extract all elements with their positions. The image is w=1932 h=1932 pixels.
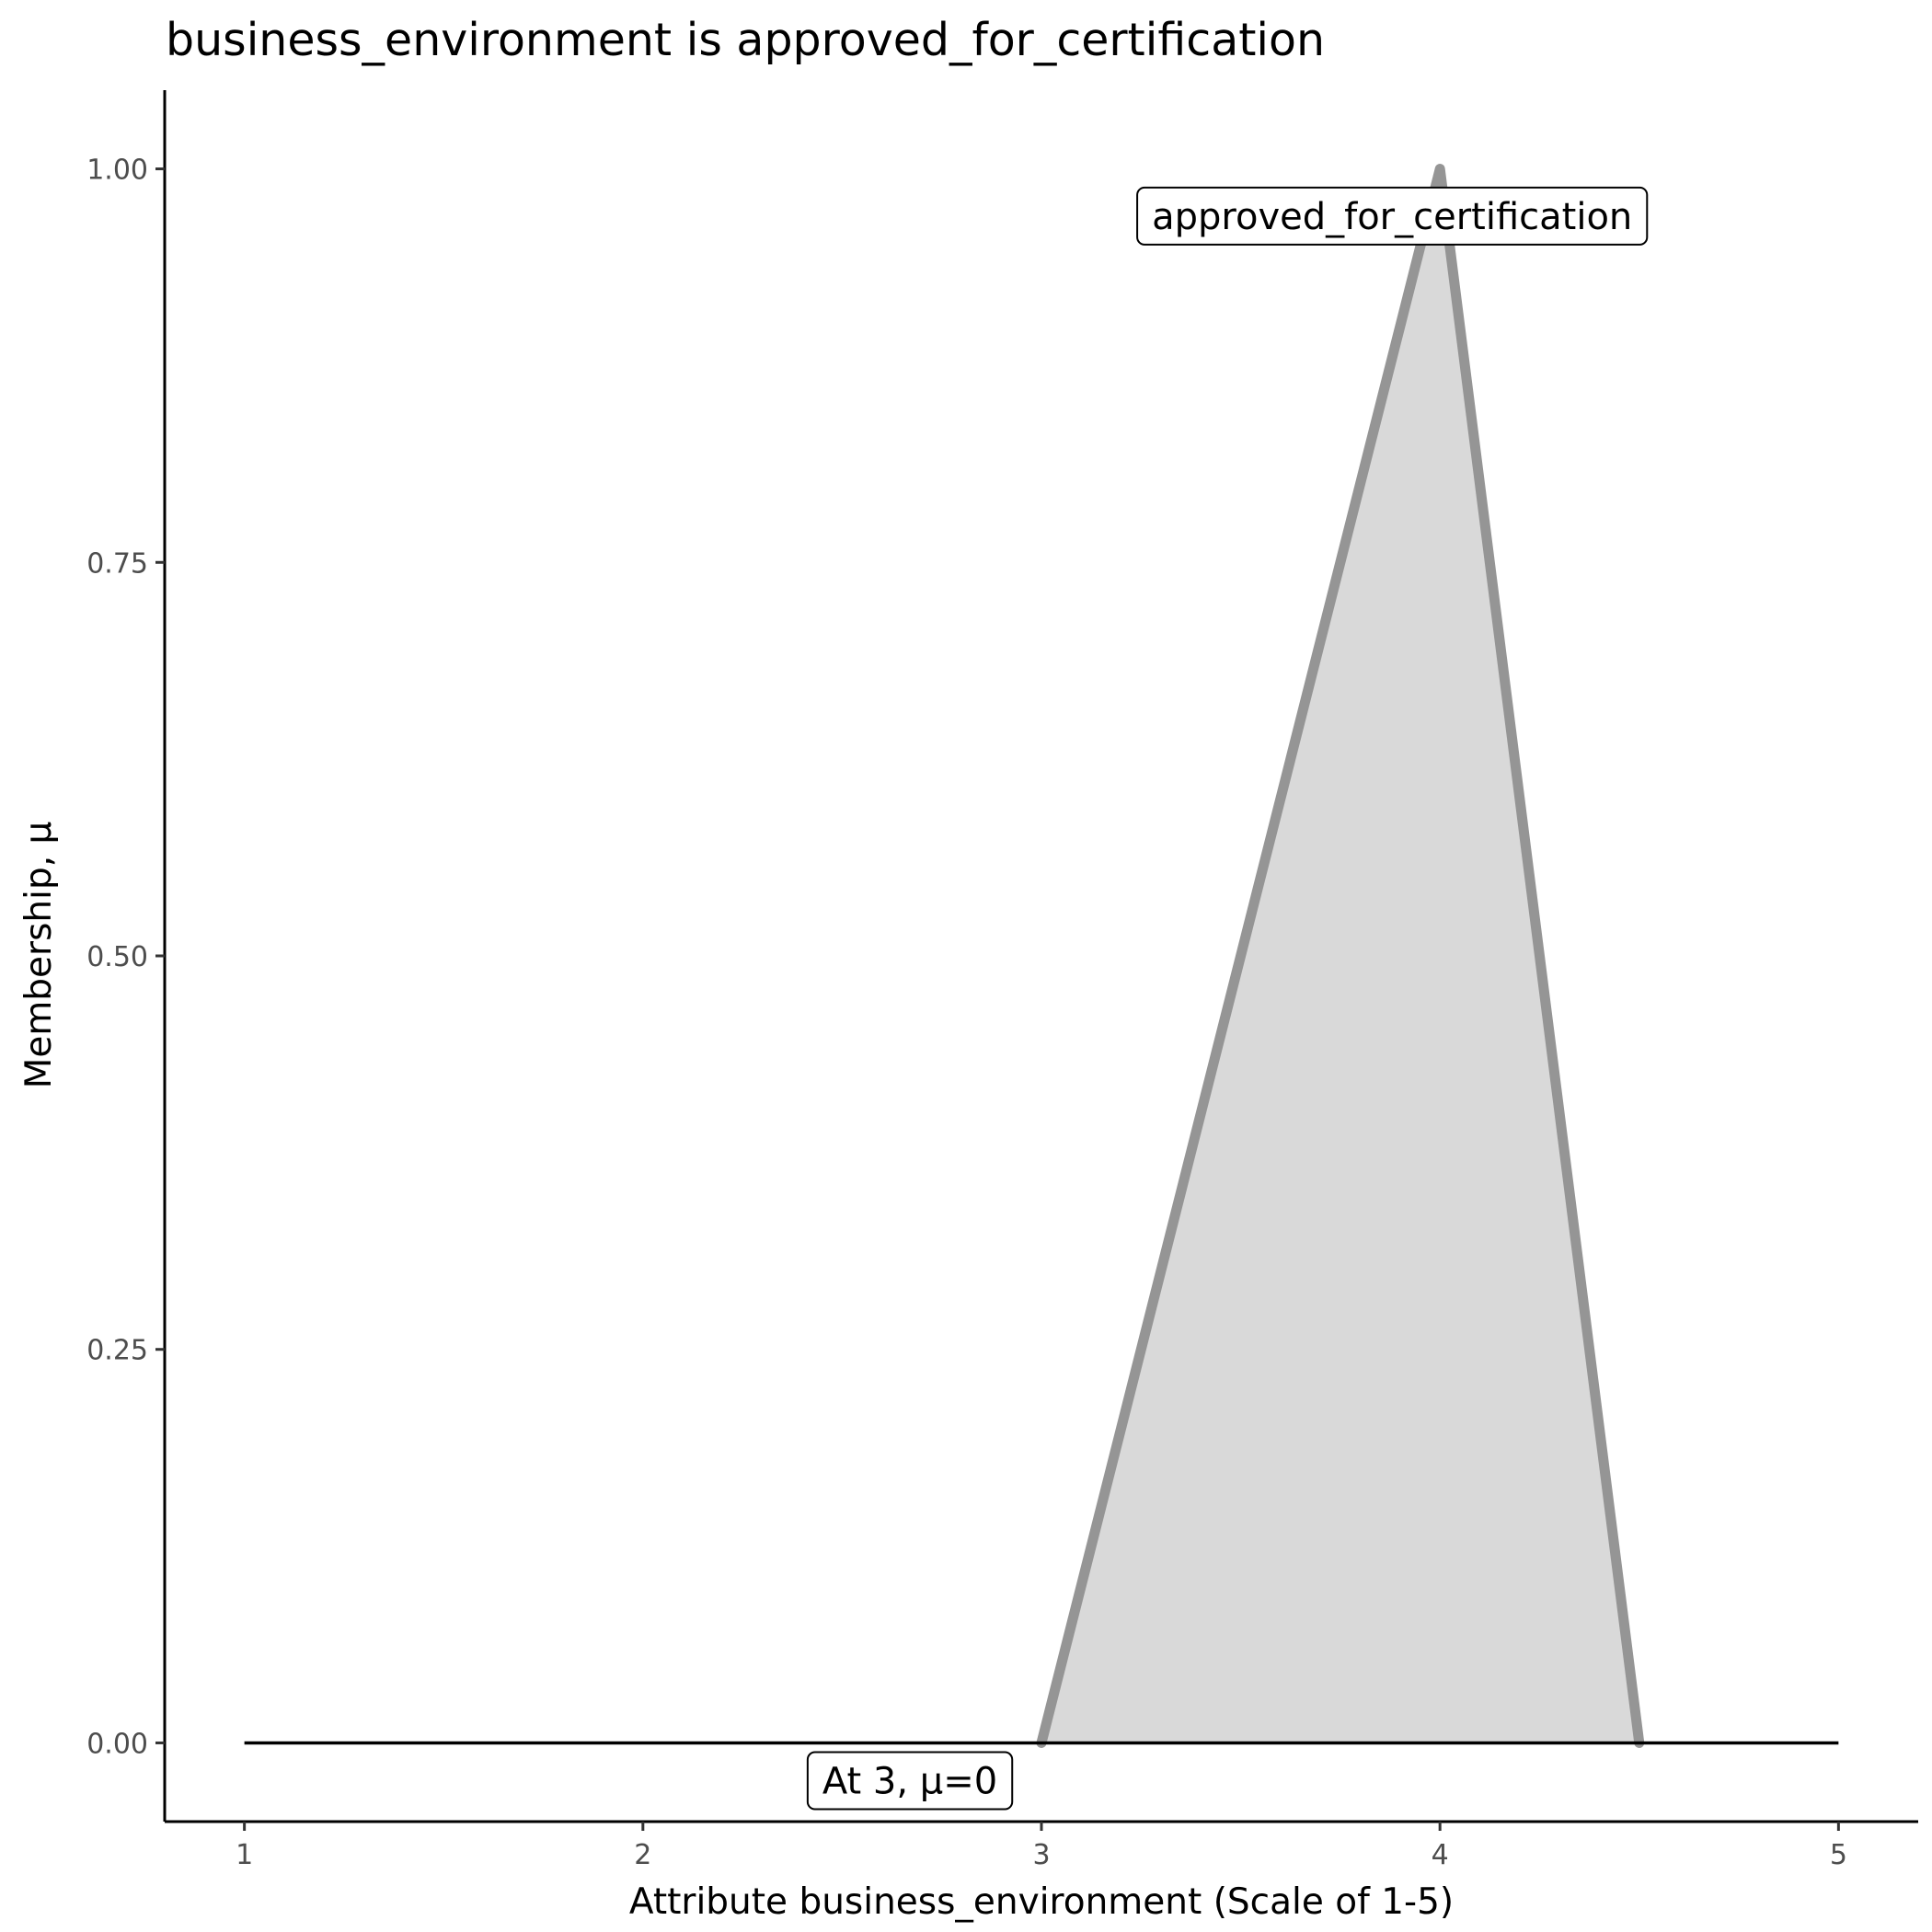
membership-area xyxy=(1041,168,1639,1743)
chart-title: business_environment is approved_for_cer… xyxy=(166,14,1325,66)
y-tick-label: 0.75 xyxy=(86,547,148,580)
x-tick-label: 2 xyxy=(634,1839,651,1871)
membership-line xyxy=(1036,164,1645,1748)
x-tick-label: 5 xyxy=(1830,1839,1847,1871)
x-tick-label: 1 xyxy=(236,1839,253,1871)
y-tick-label: 0.00 xyxy=(86,1728,148,1760)
annotation-label: At 3, μ=0 xyxy=(806,1751,1014,1811)
x-tick-label: 3 xyxy=(1032,1839,1050,1871)
y-tick-label: 0.25 xyxy=(86,1335,148,1367)
x-tick-label: 4 xyxy=(1432,1839,1449,1871)
x-axis-title: Attribute business_environment (Scale of… xyxy=(629,1881,1454,1923)
y-tick-label: 1.00 xyxy=(86,155,148,187)
annotation-box xyxy=(1136,186,1649,246)
annotation-box xyxy=(806,1751,1014,1811)
y-axis-title: Membership, μ xyxy=(18,822,60,1089)
annotation-label: approved_for_certification xyxy=(1136,186,1649,246)
annotation-text: approved_for_certification xyxy=(1152,196,1632,238)
y-tick-label: 0.50 xyxy=(86,941,148,973)
annotation-text: At 3, μ=0 xyxy=(822,1761,997,1803)
